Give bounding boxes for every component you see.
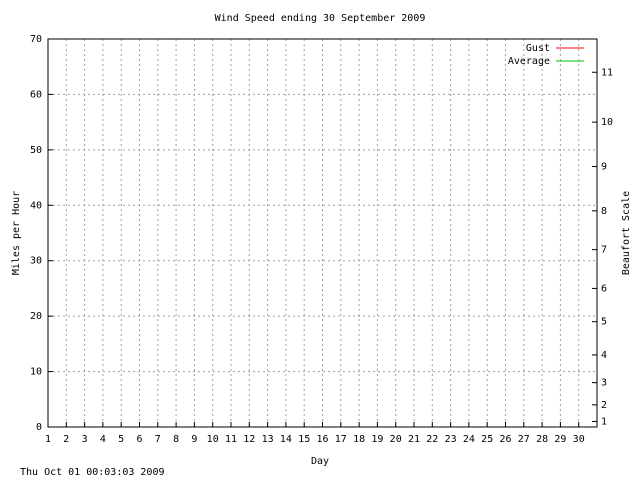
y-tick-label: 20 [30, 311, 42, 322]
y-tick-label: 10 [30, 367, 42, 378]
y2-tick-label: 10 [601, 117, 613, 128]
x-tick-label: 29 [554, 434, 566, 445]
y2-tick-label: 9 [601, 161, 607, 172]
y2-axis-label: Beaufort Scale [621, 191, 632, 275]
x-tick-label: 22 [426, 434, 438, 445]
x-tick-label: 12 [243, 434, 255, 445]
y-tick-label: 50 [30, 145, 42, 156]
x-tick-label: 18 [353, 434, 365, 445]
chart-title: Wind Speed ending 30 September 2009 [215, 13, 426, 24]
x-tick-label: 11 [225, 434, 237, 445]
x-tick-label: 27 [518, 434, 530, 445]
x-tick-label: 1 [45, 434, 51, 445]
y2-tick-label: 7 [601, 245, 607, 256]
legend-label: Average [508, 56, 550, 67]
x-tick-label: 21 [408, 434, 420, 445]
x-tick-label: 24 [463, 434, 475, 445]
x-tick-label: 15 [298, 434, 310, 445]
x-tick-label: 23 [445, 434, 457, 445]
x-tick-label: 8 [173, 434, 179, 445]
x-tick-label: 14 [280, 434, 292, 445]
x-tick-label: 13 [262, 434, 274, 445]
x-tick-label: 25 [481, 434, 493, 445]
x-tick-label: 2 [63, 434, 69, 445]
y2-tick-label: 1 [601, 416, 607, 427]
x-tick-label: 5 [118, 434, 124, 445]
y2-tick-label: 3 [601, 378, 607, 389]
x-tick-label: 26 [499, 434, 511, 445]
y2-tick-label: 11 [601, 67, 613, 78]
y2-tick-label: 6 [601, 283, 607, 294]
x-tick-label: 20 [390, 434, 402, 445]
x-tick-label: 7 [155, 434, 161, 445]
x-tick-label: 16 [316, 434, 328, 445]
plot-frame [47, 38, 598, 428]
x-tick-label: 3 [82, 434, 88, 445]
y2-tick-label: 5 [601, 317, 607, 328]
y2-tick-label: 4 [601, 350, 607, 361]
x-axis-label: Day [311, 456, 329, 467]
y2-tick-label: 8 [601, 206, 607, 217]
legend-label: Gust [526, 43, 550, 54]
x-tick-label: 19 [371, 434, 383, 445]
y-tick-label: 70 [30, 34, 42, 45]
y-tick-label: 0 [36, 422, 42, 433]
y2-tick-label: 2 [601, 400, 607, 411]
x-tick-label: 30 [573, 434, 585, 445]
y-tick-label: 30 [30, 256, 42, 267]
x-tick-label: 17 [335, 434, 347, 445]
x-tick-label: 4 [100, 434, 106, 445]
y-tick-label: 60 [30, 89, 42, 100]
footer: Thu Oct 01 00:03:03 2009 [20, 467, 165, 478]
x-tick-label: 9 [191, 434, 197, 445]
y-tick-label: 40 [30, 200, 42, 211]
y-axis-label: Miles per Hour [11, 191, 22, 275]
x-tick-label: 10 [207, 434, 219, 445]
x-tick-label: 28 [536, 434, 548, 445]
x-tick-label: 6 [136, 434, 142, 445]
